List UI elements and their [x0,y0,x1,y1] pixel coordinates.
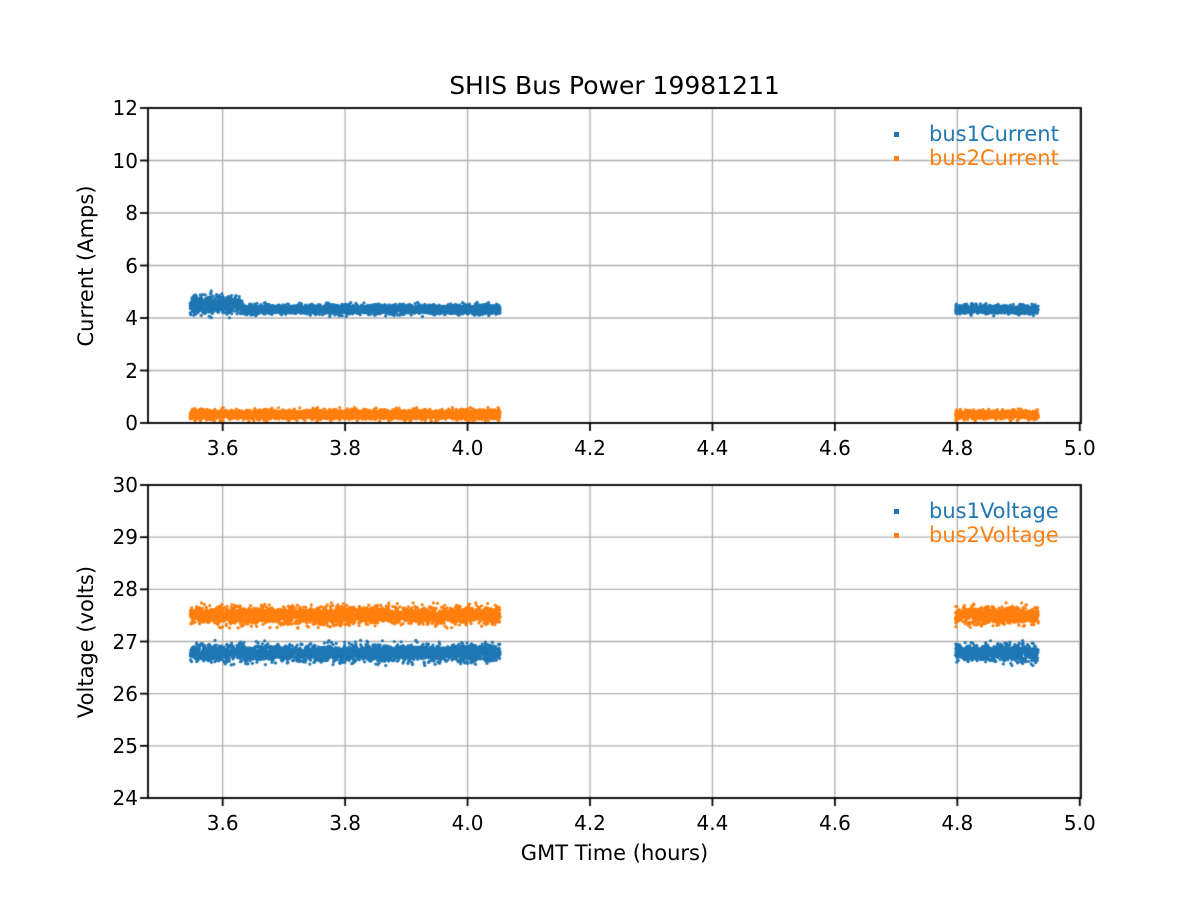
x-tick-label: 5.0 [1063,811,1096,835]
x-tick-label: 4.8 [941,811,974,835]
x-tick-label: 4.0 [451,436,484,460]
y-tick-label: 27 [112,629,138,654]
x-tick-label: 4.2 [574,811,606,835]
x-tick-label: 5.0 [1063,436,1096,460]
y-tick-label: 2 [125,358,138,383]
y-tick-label: 25 [112,733,138,758]
x-axis-label: GMT Time (hours) [520,841,709,865]
y-tick-label: 30 [112,473,138,497]
y-tick-label: 28 [112,577,138,602]
legend-current: bus1Current bus2Current [886,122,1082,170]
x-tick-label: 4.8 [941,436,974,460]
y-tick-label: 0 [125,411,138,435]
x-tick-label: 4.4 [696,811,729,835]
x-tick-label: 4.6 [818,436,851,460]
legend-entry-bus2voltage: bus2Voltage [886,523,1082,547]
x-tick-label: 3.8 [329,436,362,460]
y-tick-label: 29 [112,525,138,550]
legend-entry-bus1voltage: bus1Voltage [886,499,1082,523]
legend-voltage: bus1Voltage bus2Voltage [886,499,1082,547]
y-tick-label: 6 [125,253,138,278]
scatter-marker-icon [894,508,899,514]
x-tick-label: 3.6 [206,436,239,460]
legend-label: bus2Current [929,146,1059,170]
legend-label: bus1Current [929,122,1059,146]
x-tick-label: 4.4 [696,436,729,460]
legend-label: bus2Voltage [929,523,1059,547]
legend-label: bus1Voltage [929,499,1059,523]
y-tick-label: 24 [112,786,138,810]
x-tick-label: 4.2 [574,436,606,460]
x-tick-label: 3.8 [329,811,362,835]
scatter-marker-icon [894,155,899,161]
x-tick-label: 3.6 [206,811,239,835]
y-tick-label: 26 [112,681,138,706]
legend-entry-bus2current: bus2Current [886,146,1082,170]
y-tick-label: 4 [125,306,138,330]
y-tick-label: 10 [112,148,138,173]
y-tick-label: 12 [112,96,138,120]
x-tick-label: 4.6 [818,811,851,835]
scatter-marker-icon [894,131,899,137]
scatter-marker-icon [894,532,899,538]
legend-entry-bus1current: bus1Current [886,122,1082,146]
y-tick-label: 8 [125,201,138,225]
chart-title: SHIS Bus Power 19981211 [449,71,780,100]
x-tick-label: 4.0 [451,811,484,835]
